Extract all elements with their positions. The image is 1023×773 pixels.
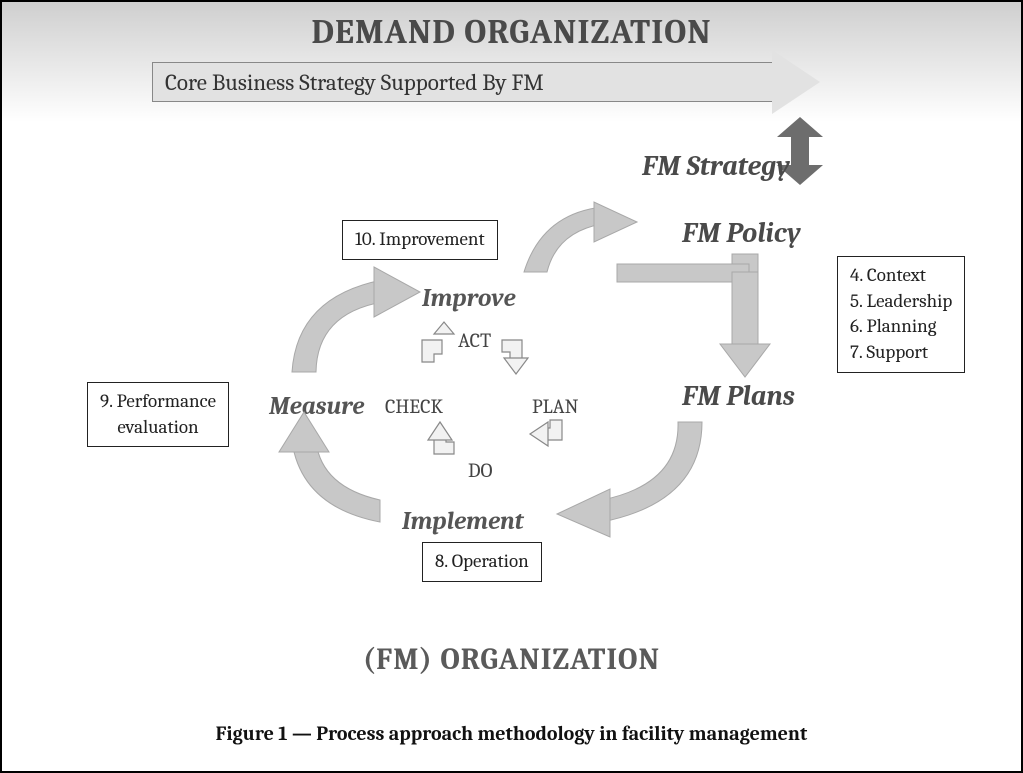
- box-performance: 9. Performanceevaluation: [87, 382, 229, 447]
- arrow-measure-to-improve: [292, 267, 420, 372]
- arrow-fmplans-to-implement: [557, 422, 702, 537]
- box-improvement-text: 10. Improvement: [355, 228, 485, 250]
- box-performance-text: 9. Performanceevaluation: [100, 390, 216, 438]
- t-connector: [617, 254, 770, 377]
- title-fm-organization: (FM) ORGANIZATION: [2, 642, 1021, 677]
- figure-caption: Figure 1 — Process approach methodology …: [2, 722, 1021, 745]
- box-operation-text: 8. Operation: [435, 550, 529, 572]
- box-context-list: 4. Context 5. Leadership 6. Planning 7. …: [837, 256, 965, 373]
- label-do: DO: [468, 459, 492, 482]
- core-business-arrow-body: Core Business Strategy Supported By FM: [152, 62, 786, 102]
- title-demand-organization: DEMAND ORGANIZATION: [2, 12, 1021, 52]
- label-fm-strategy: FM Strategy: [642, 150, 790, 182]
- label-improve: Improve: [422, 284, 516, 313]
- box-improvement: 10. Improvement: [342, 220, 498, 260]
- box-context-item-4: 4. Context: [850, 263, 952, 289]
- label-measure: Measure: [269, 392, 364, 421]
- diagram-canvas: DEMAND ORGANIZATION Core Business Strate…: [0, 0, 1023, 773]
- arrow-implement-to-measure: [279, 412, 380, 522]
- box-operation: 8. Operation: [422, 542, 542, 582]
- label-check: CHECK: [385, 395, 443, 418]
- core-business-arrow-label: Core Business Strategy Supported By FM: [165, 69, 544, 96]
- box-context-item-7: 7. Support: [850, 340, 952, 366]
- label-plan: PLAN: [532, 395, 579, 418]
- label-implement: Implement: [402, 507, 523, 536]
- label-fm-plans: FM Plans: [682, 380, 795, 412]
- pdca-arrows: [422, 322, 562, 454]
- box-context-item-6: 6. Planning: [850, 314, 952, 340]
- label-act: ACT: [458, 329, 491, 352]
- box-context-item-5: 5. Leadership: [850, 289, 952, 315]
- label-fm-policy: FM Policy: [682, 217, 801, 249]
- arrow-improve-to-fmpolicy: [524, 202, 637, 272]
- arrow-shaft: [791, 131, 809, 169]
- core-business-arrow-head: [772, 50, 820, 114]
